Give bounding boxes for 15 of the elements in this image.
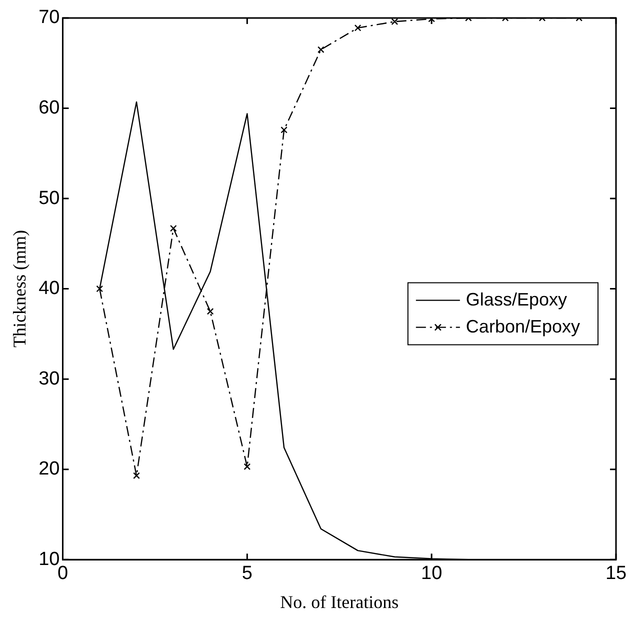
- x-tick-label: 5: [242, 563, 252, 584]
- y-tick-label: 70: [38, 7, 60, 28]
- x-tick-label: 15: [605, 563, 627, 584]
- legend-label: Carbon/Epoxy: [466, 316, 580, 336]
- y-tick-label: 20: [38, 458, 60, 480]
- y-tick-label: 50: [38, 188, 60, 209]
- y-tick-label: 60: [38, 98, 60, 118]
- y-axis-title: Thickness (mm): [10, 230, 30, 348]
- x-tick-label: 10: [421, 563, 442, 584]
- y-tick-label: 10: [38, 548, 60, 570]
- x-tick-label: 0: [57, 563, 68, 584]
- x-axis-title: No. of Iterations: [280, 592, 399, 612]
- y-tick-label: 40: [38, 278, 60, 300]
- legend-label: Glass/Epoxy: [466, 289, 567, 310]
- y-tick-label: 30: [38, 368, 60, 390]
